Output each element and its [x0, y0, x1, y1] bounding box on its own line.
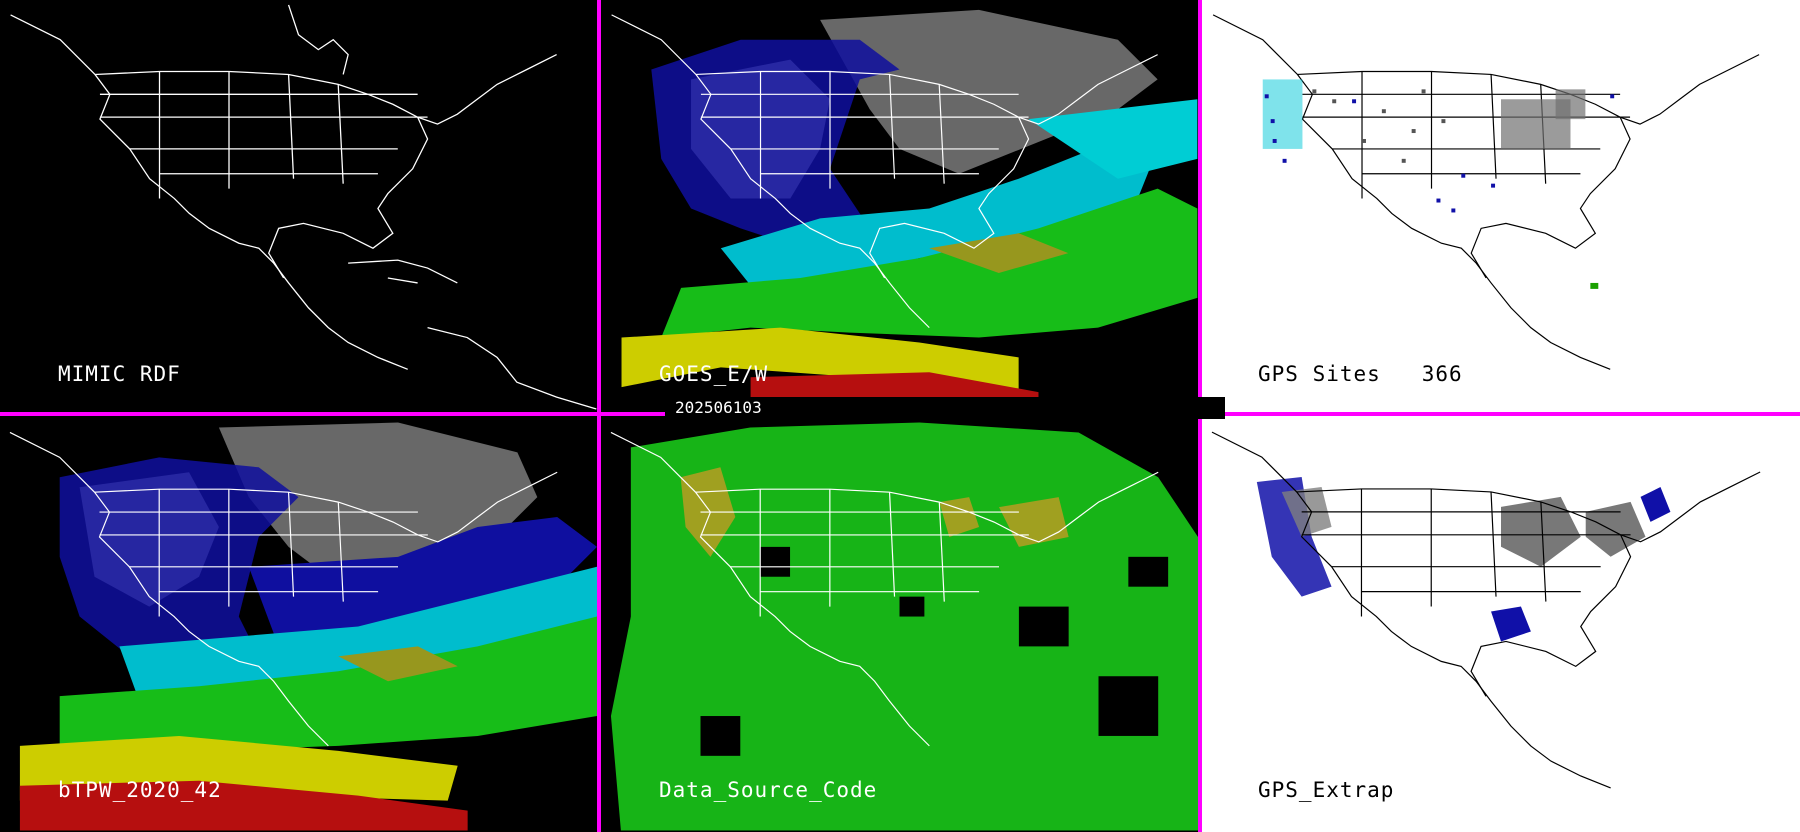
panel-gps-extrap: GPS_Extrap	[1202, 416, 1800, 832]
timestamp-label: 202506103	[665, 397, 1225, 419]
vertical-divider-left	[597, 0, 601, 832]
panel-gps-sites: GPS Sites 366	[1202, 0, 1800, 412]
gps-extrap-map	[1211, 431, 1761, 789]
panel-btpw: bTPW_2020_42	[0, 416, 597, 832]
panel-goes-ew: GOES_E/W	[601, 0, 1198, 412]
gps-site-markers	[1262, 79, 1615, 289]
panel-label: MIMIC RDF	[58, 362, 181, 386]
gps-sites-map	[1212, 14, 1760, 370]
panel-mimic-rdf: MIMIC RDF	[0, 0, 597, 412]
panel-label: GOES_E/W	[659, 362, 769, 386]
btpw-field	[9, 422, 597, 831]
panel-label: GPS_Extrap	[1258, 778, 1395, 802]
panel-label: bTPW_2020_42	[58, 778, 222, 802]
panel-label: Data_Source_Code	[659, 778, 878, 802]
data-source-field	[610, 422, 1198, 831]
basemap-outline	[10, 4, 597, 410]
panel-data-source-code: Data_Source_Code	[601, 416, 1198, 832]
panel-label: GPS Sites 366	[1258, 362, 1463, 386]
goes-field	[611, 9, 1198, 412]
